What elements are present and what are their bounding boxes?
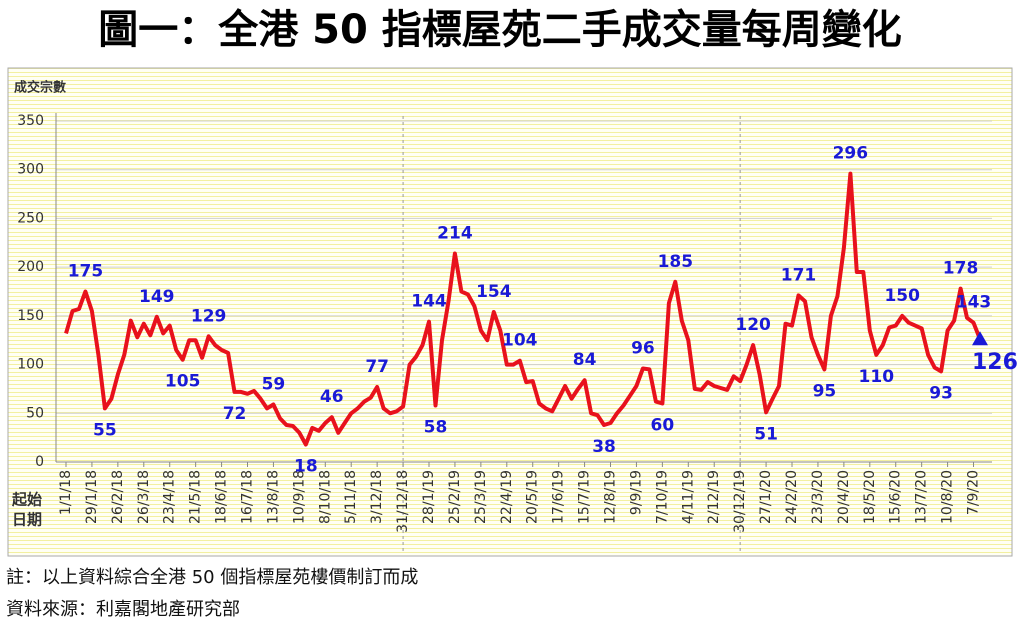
y-tick-label: 0 bbox=[35, 454, 44, 470]
data-label: 46 bbox=[320, 387, 344, 407]
x-tick-label: 13/7/20 bbox=[914, 470, 930, 524]
x-tick-label: 7/9/20 bbox=[966, 470, 982, 515]
x-tick-label: 2/12/19 bbox=[706, 470, 722, 524]
data-label: 55 bbox=[93, 420, 117, 440]
x-tick-label: 10/8/20 bbox=[940, 470, 956, 524]
y-tick-label: 50 bbox=[26, 405, 44, 421]
data-label: 72 bbox=[223, 404, 247, 424]
data-line bbox=[64, 171, 982, 447]
data-label: 38 bbox=[592, 437, 616, 457]
data-label: 93 bbox=[929, 383, 953, 403]
data-label: 143 bbox=[956, 293, 992, 313]
x-tick-label: 18/5/20 bbox=[862, 470, 878, 524]
x-tick-label: 9/9/19 bbox=[628, 470, 644, 515]
data-label: 150 bbox=[884, 286, 920, 306]
x-tick-label: 22/4/19 bbox=[499, 470, 515, 524]
data-label: 214 bbox=[437, 224, 473, 244]
data-label: 296 bbox=[833, 144, 869, 164]
y-axis-label: 成交宗數 bbox=[14, 80, 66, 96]
data-label: 144 bbox=[411, 292, 447, 312]
data-label: 84 bbox=[573, 350, 597, 370]
plot-panel bbox=[7, 67, 1013, 557]
x-tick-label: 13/8/18 bbox=[265, 470, 281, 524]
x-tick-label: 26/2/18 bbox=[110, 470, 126, 524]
data-label: 105 bbox=[165, 372, 201, 392]
x-tick-label: 20/4/20 bbox=[836, 470, 852, 524]
data-label: 120 bbox=[735, 315, 771, 335]
x-tick-label: 18/6/18 bbox=[214, 470, 230, 524]
data-label: 104 bbox=[502, 331, 538, 351]
data-label: 185 bbox=[658, 252, 694, 272]
y-tick-label: 350 bbox=[17, 113, 44, 129]
x-tick-label: 8/10/18 bbox=[317, 470, 333, 524]
data-label: 58 bbox=[424, 417, 448, 437]
data-label: 95 bbox=[813, 381, 837, 401]
x-tick-label: 10/9/18 bbox=[291, 470, 307, 524]
data-label: 171 bbox=[781, 265, 817, 285]
data-label: 59 bbox=[262, 375, 286, 395]
data-label: 126 bbox=[972, 350, 1018, 375]
x-tick-label: 1/1/18 bbox=[58, 470, 74, 515]
x-tick-label: 3/12/18 bbox=[369, 470, 385, 524]
x-tick-label: 7/10/19 bbox=[654, 470, 670, 524]
x-tick-label: 16/7/18 bbox=[240, 470, 256, 524]
x-axis-label: 日期 bbox=[12, 511, 42, 529]
x-tick-label: 27/1/20 bbox=[758, 470, 774, 524]
x-tick-label: 31/12/18 bbox=[395, 470, 411, 533]
x-tick-label: 25/3/19 bbox=[473, 470, 489, 524]
x-axis-label: 起始 bbox=[11, 491, 42, 509]
chart-title: 圖一：全港 50 指標屋苑二手成交量每周變化 bbox=[98, 7, 902, 53]
x-tick-label: 15/6/20 bbox=[888, 470, 904, 524]
x-tick-label: 25/2/19 bbox=[447, 470, 463, 524]
y-tick-label: 200 bbox=[17, 259, 44, 275]
x-tick-label: 23/4/18 bbox=[162, 470, 178, 524]
x-tick-label: 30/12/19 bbox=[732, 470, 748, 533]
y-tick-label: 150 bbox=[17, 308, 44, 324]
note: 註：以上資料綜合全港 50 個指標屋苑樓價制訂而成 bbox=[6, 567, 418, 588]
data-label: 51 bbox=[754, 424, 778, 444]
x-tick-label: 28/1/19 bbox=[421, 470, 437, 524]
x-tick-label: 15/7/19 bbox=[577, 470, 593, 524]
data-label: 154 bbox=[476, 282, 512, 302]
y-tick-label: 100 bbox=[17, 357, 44, 373]
data-label: 149 bbox=[139, 287, 175, 307]
y-tick-label: 300 bbox=[17, 162, 44, 178]
x-tick-label: 21/5/18 bbox=[188, 470, 204, 524]
x-tick-label: 29/1/18 bbox=[84, 470, 100, 524]
data-label: 178 bbox=[943, 259, 979, 279]
end-marker bbox=[972, 331, 988, 346]
x-tick-label: 24/2/20 bbox=[784, 470, 800, 524]
y-tick-label: 250 bbox=[17, 210, 44, 226]
x-tick-label: 12/8/19 bbox=[603, 470, 619, 524]
x-tick-label: 26/3/18 bbox=[136, 470, 152, 524]
data-label: 18 bbox=[294, 456, 318, 476]
x-tick-label: 4/11/19 bbox=[680, 470, 696, 524]
data-label: 110 bbox=[859, 367, 895, 387]
x-tick-label: 5/11/18 bbox=[343, 470, 359, 524]
data-label: 96 bbox=[631, 338, 655, 358]
x-tick-label: 23/3/20 bbox=[810, 470, 826, 524]
data-label: 60 bbox=[651, 416, 675, 436]
data-label: 175 bbox=[68, 262, 104, 282]
data-label: 129 bbox=[191, 306, 227, 326]
data-label: 77 bbox=[365, 357, 389, 377]
x-tick-label: 17/6/19 bbox=[551, 470, 567, 524]
source: 資料來源：利嘉閣地產研究部 bbox=[6, 599, 240, 620]
x-tick-label: 20/5/19 bbox=[525, 470, 541, 524]
